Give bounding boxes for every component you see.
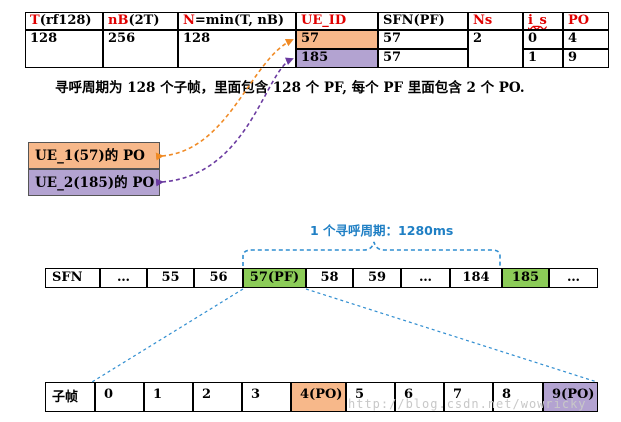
header-sfn-text: SFN(PF)	[383, 13, 445, 28]
sfn-cell: 58	[306, 268, 353, 288]
subframe-cell: 3	[242, 382, 291, 412]
sfn-cell-pf: 57(PF)	[243, 268, 306, 288]
cell-sfn-1: 57	[378, 30, 468, 49]
sfn-cell: …	[401, 268, 450, 288]
paging-caption: 寻呼周期为 128 个子帧，里面包含 128 个 PF, 每个 PF 里面包含 …	[55, 80, 525, 96]
paging-period-label: 1 个寻呼周期：1280ms	[310, 223, 454, 238]
sfn-cell: …	[549, 268, 598, 288]
sfn-cell-185: 185	[502, 268, 549, 288]
header-ns-red: Ns	[473, 13, 493, 28]
header-ue-id-red: UE_ID	[301, 13, 347, 28]
header-nb-rest: (2T)	[128, 13, 160, 28]
header-is-red: i_s	[528, 13, 547, 28]
cell-ue-id-2: 185	[296, 49, 378, 68]
header-n-rest: =min(T, nB)	[194, 13, 284, 28]
sfn-cell: 59	[353, 268, 401, 288]
header-po-red: PO	[568, 13, 590, 28]
header-is: i_s	[523, 12, 563, 30]
header-n: N=min(T, nB)	[178, 12, 296, 30]
paging-period-brace	[242, 241, 501, 266]
zoom-line-left	[91, 288, 244, 383]
header-nb-red: nB	[108, 13, 129, 28]
cell-nb-value: 256	[103, 30, 178, 68]
subframe-cell: 2	[193, 382, 242, 412]
cell-is-2: 1	[523, 49, 563, 68]
subframe-cell: 1	[144, 382, 193, 412]
header-ns: Ns	[468, 12, 523, 30]
cell-ue-id-1: 57	[296, 30, 378, 49]
header-sfn: SFN(PF)	[378, 12, 468, 30]
header-nb: nB(2T)	[103, 12, 178, 30]
subframe-cell-po-4: 4(PO)	[291, 382, 346, 412]
subframe-strip-label: 子帧	[45, 382, 95, 412]
zoom-line-right	[305, 288, 598, 383]
subframe-cell-po-9: 9(PO)	[543, 382, 598, 412]
header-po: PO	[563, 12, 609, 30]
cell-is-1: 0	[523, 30, 563, 49]
cell-po-1: 4	[563, 30, 609, 49]
cell-sfn-2: 57	[378, 49, 468, 68]
header-ue-id: UE_ID	[296, 12, 378, 30]
cell-n-value: 128	[178, 30, 296, 68]
ue1-po-label: UE_1(57)的 PO	[28, 142, 160, 169]
cell-ns-value: 2	[468, 30, 523, 68]
header-n-red: N	[183, 13, 195, 28]
subframe-cell: 0	[95, 382, 144, 412]
sfn-cell: 184	[450, 268, 502, 288]
subframe-strip: 子帧 0 1 2 3 4(PO) 5 6 7 8 9(PO)	[45, 382, 598, 412]
ue2-po-label: UE_2(185)的 PO	[28, 169, 160, 196]
cell-t-value: 128	[25, 30, 103, 68]
header-t: T(rf128)	[25, 12, 103, 30]
sfn-cell: 55	[147, 268, 194, 288]
header-t-rest: (rf128)	[39, 13, 92, 28]
sfn-cell: 56	[194, 268, 243, 288]
header-t-red: T	[30, 13, 40, 28]
sfn-strip: SFN … 55 56 57(PF) 58 59 … 184 185 …	[45, 268, 598, 288]
watermark-text: http://blog.csdn.net/wowricky	[348, 397, 587, 411]
sfn-cell: …	[100, 268, 147, 288]
cell-po-2: 9	[563, 49, 609, 68]
sfn-strip-label: SFN	[45, 268, 100, 288]
